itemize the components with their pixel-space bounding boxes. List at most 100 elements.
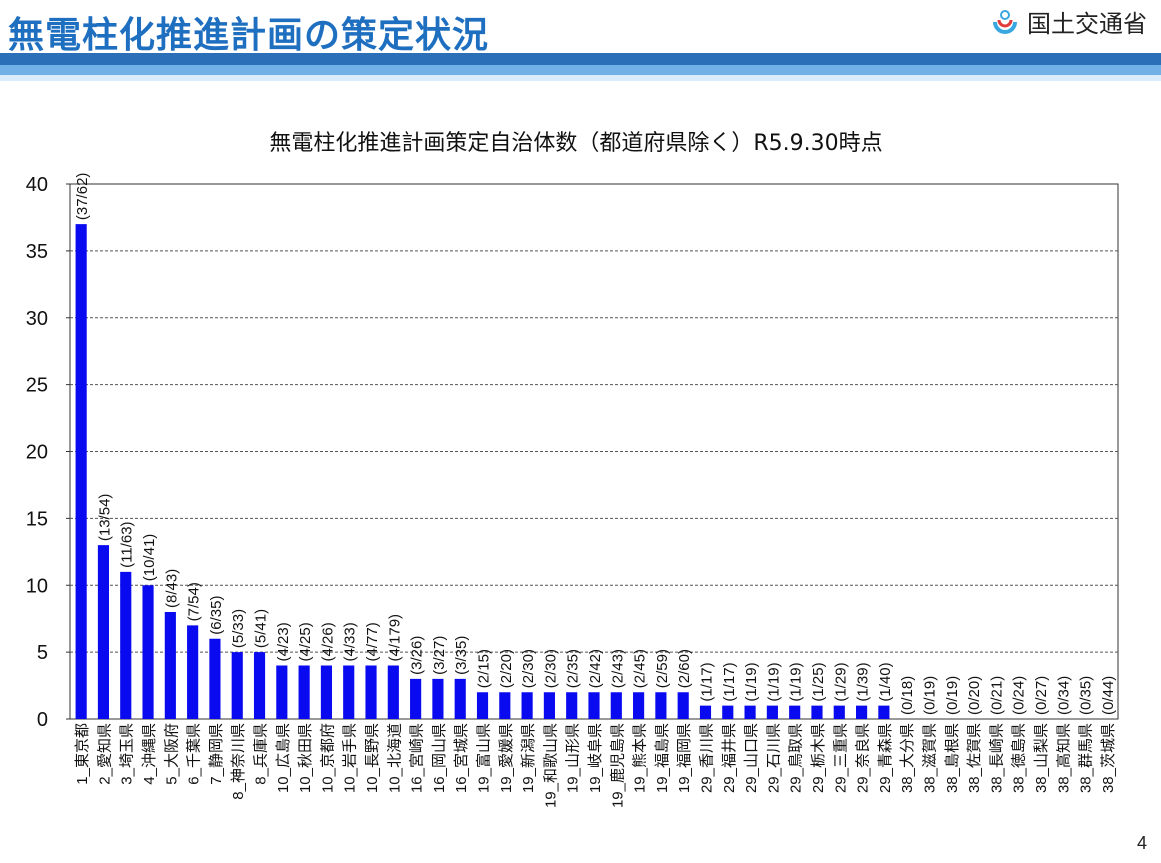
data-labels: (37/62) (13/54) (11/63) (10/41) (8/43) (7/54)… [74, 173, 1117, 715]
category-label: 10_北海道 [386, 723, 403, 793]
data-label: (0/27) [1033, 676, 1050, 715]
category-label: 7_静岡県 [208, 723, 225, 785]
bar [410, 678, 422, 719]
header-band-dark [0, 53, 1161, 65]
data-label: (1/40) [877, 662, 894, 701]
bar [387, 665, 399, 719]
data-label: (0/44) [1100, 676, 1117, 715]
bar [209, 638, 221, 719]
category-label: 8_兵庫県 [253, 723, 270, 785]
data-label: (2/30) [542, 649, 559, 688]
data-label: (0/21) [988, 676, 1005, 715]
data-label: (2/42) [587, 649, 604, 688]
bar [789, 705, 801, 719]
category-labels: 1_東京都 2_愛知県 3_埼玉県 4_沖縄県 5_大阪府 6_千葉県 7_静岡県 8_神奈川… [74, 723, 1117, 808]
bar [432, 678, 444, 719]
bar [677, 692, 689, 719]
y-tick-label: 20 [26, 442, 48, 464]
category-label: 5_大阪府 [163, 723, 180, 785]
data-label: (7/54) [186, 582, 203, 621]
data-label: (13/54) [96, 494, 113, 542]
data-label: (0/20) [966, 676, 983, 715]
bar [856, 705, 868, 719]
data-label: (4/26) [319, 622, 336, 661]
data-label: (1/19) [788, 662, 805, 701]
category-label: 19_福岡県 [676, 723, 693, 793]
bar [543, 692, 555, 719]
data-label: (6/35) [208, 596, 225, 635]
category-label: 3_埼玉県 [119, 723, 136, 785]
bar [766, 705, 778, 719]
category-label: 16_岡山県 [431, 723, 448, 793]
category-label: 10_岩手県 [342, 723, 359, 793]
bar [610, 692, 622, 719]
bar [253, 652, 266, 719]
bar [833, 705, 845, 719]
category-label: 38_長崎県 [988, 723, 1005, 793]
category-label: 19_鹿児島県 [609, 723, 626, 808]
data-label: (37/62) [74, 173, 91, 221]
bar [187, 625, 199, 719]
category-label: 38_茨城県 [1100, 723, 1117, 793]
data-label: (10/41) [141, 534, 158, 582]
y-tick-label: 10 [26, 575, 48, 597]
y-tick-label: 40 [26, 174, 48, 196]
data-label: (4/23) [275, 622, 292, 661]
bar [499, 692, 511, 719]
category-label: 19_愛媛県 [498, 723, 515, 793]
bar [454, 678, 466, 719]
category-label: 29_石川県 [765, 723, 782, 793]
bar [320, 665, 332, 719]
category-label: 38_島根県 [944, 723, 961, 793]
data-label: (1/17) [698, 662, 715, 701]
category-label: 29_奈良県 [855, 723, 872, 793]
data-label: (0/19) [944, 676, 961, 715]
y-tick-label: 0 [37, 709, 48, 731]
data-label: (1/25) [810, 662, 827, 701]
category-label: 38_高知県 [1055, 723, 1072, 793]
data-label: (2/60) [676, 649, 693, 688]
data-label: (0/35) [1078, 676, 1095, 715]
header-band-light [0, 75, 1161, 81]
bar [164, 612, 176, 719]
data-label: (3/27) [431, 636, 448, 675]
data-label: (11/63) [119, 521, 136, 567]
chart-title: 無電柱化推進計画策定自治体数（都道府県除く）R5.9.30時点 [269, 131, 882, 156]
data-label: (1/39) [855, 662, 872, 701]
header-band-mid [0, 65, 1161, 75]
data-label: (1/19) [743, 662, 760, 701]
bar [343, 665, 355, 719]
bar [699, 705, 712, 719]
bar [97, 545, 110, 719]
bar [744, 705, 756, 719]
category-label: 29_栃木県 [810, 723, 827, 793]
category-label: 19_熊本県 [632, 723, 649, 793]
category-label: 19_岐阜県 [587, 723, 604, 793]
page-title: 無電柱化推進計画の策定状況 [8, 15, 490, 56]
data-label: (3/26) [409, 636, 426, 675]
gridlines [70, 250, 1118, 653]
bar [633, 692, 645, 719]
data-label: (0/24) [1011, 676, 1028, 715]
data-label: (5/33) [230, 609, 247, 648]
bar [521, 692, 533, 719]
data-label: (0/18) [899, 676, 916, 715]
y-axis-ticks: 0 5 10 15 20 25 30 35 40 [26, 174, 70, 731]
mlit-logo-icon [993, 9, 1017, 34]
y-tick-label: 35 [26, 241, 48, 263]
y-tick-label: 15 [26, 508, 48, 530]
data-label: (1/19) [765, 662, 782, 701]
data-label: (2/30) [520, 649, 537, 688]
data-label: (5/41) [253, 609, 270, 648]
data-label: (4/179) [386, 614, 403, 662]
category-label: 2_愛知県 [96, 723, 113, 785]
category-label: 38_徳島県 [1011, 723, 1028, 793]
ministry-logo: 国土交通省 [991, 4, 1147, 39]
category-label: 16_宮城県 [453, 723, 470, 793]
bar [476, 692, 489, 719]
category-label: 16_宮崎県 [409, 723, 426, 793]
bar [655, 692, 667, 719]
bar [231, 652, 243, 719]
